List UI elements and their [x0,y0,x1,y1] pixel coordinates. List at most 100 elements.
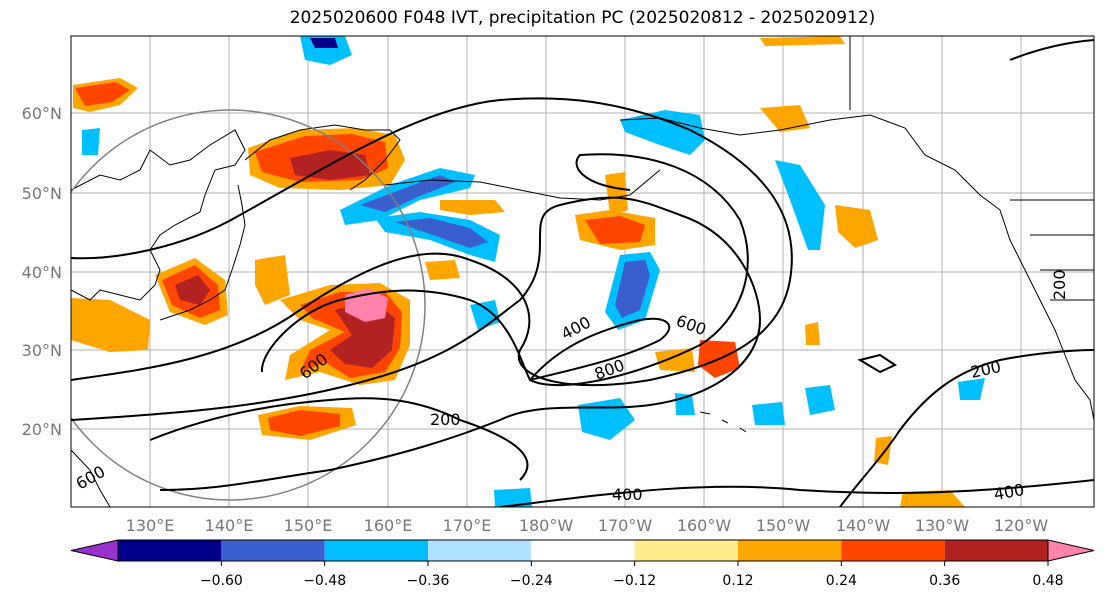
colorbar-segment [944,540,1048,561]
longitude-label: 170°E [443,516,492,535]
colorbar-extend-high [1047,539,1095,562]
longitude-label: 150°W [756,516,811,535]
precip-blob [75,82,130,106]
ivt-contour-400-outer [71,97,793,387]
precip-blob [470,300,500,330]
colorbar-tick-label: 0.48 [1032,573,1063,589]
precip-blob [655,348,695,372]
longitude-label: 130°W [915,516,970,535]
graticule [71,36,1094,507]
contour-label: 400 [558,312,594,343]
ivt-contour-east-400 [499,479,1094,507]
colorbar-segment [531,540,635,561]
coastline-aleutians [384,169,661,201]
precip-blob [360,175,455,212]
precip-blob [578,398,635,440]
contour-label: 800 [592,355,627,383]
longitude-label: 140°W [836,516,891,535]
coastlines [71,114,1094,507]
border-states [1030,234,1094,301]
precip-blob [605,172,628,215]
precip-blob [615,260,650,318]
longitude-label: 150°E [284,516,333,535]
contour-label: 600 [73,462,109,494]
precip-blob [255,255,290,305]
ivt-contour-small [857,353,898,374]
ivt-contour-800 [529,317,671,381]
colorbar-segment [221,540,325,561]
ivt-contour-arc [149,397,529,481]
coastline-hawaii [699,411,747,433]
latitude-label: 40°N [22,263,62,282]
contour-label: 200 [430,410,461,429]
precip-blob [620,110,705,155]
colorbar-tick-label: −0.60 [200,573,243,589]
coastline-alaska [619,114,1001,211]
precip-blob [175,275,210,305]
colorbar-tick-label: 0.36 [929,573,960,589]
ivt-contour-200 [71,196,762,491]
ivt-contours [71,39,1094,507]
contour-label: 200 [969,357,1003,382]
contour-label: 400 [612,485,643,504]
precip-blob [760,105,810,132]
colorbar-segment [324,540,428,561]
colorbar-segment [634,540,738,561]
colorbar-tick-label: −0.48 [303,573,346,589]
precip-blob [805,385,835,415]
borders [849,36,1094,301]
precip-blob [71,298,150,352]
precip-blob [494,488,532,507]
colorbar-extend-low [70,539,119,562]
latitude-label: 30°N [22,341,62,360]
precip-blob [835,205,878,248]
latitude-label: 50°N [22,184,62,203]
map-frame [70,35,1095,508]
colorbar-tick-label: 0.24 [826,573,857,589]
ivt-contour-east-200 [839,349,1094,507]
longitude-label: 170°W [598,516,653,535]
colorbar-tick-label: −0.12 [613,573,656,589]
latitude-label: 20°N [22,420,62,439]
longitude-label: 140°E [205,516,254,535]
longitude-labels: 130°E 140°E 150°E 160°E 170°E 180°W 170°W 160°W… [126,516,1049,535]
colorbar-segment [118,540,222,561]
longitude-label: 160°W [677,516,732,535]
colorbar-segment [841,540,945,561]
precip-blob [760,36,845,46]
precip-blob [395,218,488,248]
colorbar: −0.60 −0.48 −0.36 −0.24 −0.12 0.12 0.24 0.36 0.4… [70,539,1095,589]
coastline-japan [159,184,246,321]
ivt-contour-ne [1009,39,1094,61]
colorbar-segment [738,540,842,561]
coastline-philippines [71,449,111,507]
precip-shading [71,36,985,507]
longitude-label: 130°E [126,516,175,535]
map-title: 2025020600 F048 IVT, precipitation PC (2… [289,8,876,28]
latitude-labels: 60°N 50°N 40°N 30°N 20°N [22,104,62,439]
colorbar-tick-label: 0.12 [722,573,753,589]
colorbar-segment [428,540,532,561]
precip-blob [425,260,460,280]
precip-blob [310,38,338,48]
coastline-north-america [999,209,1094,421]
longitude-label: 160°E [364,516,413,535]
precip-blob [775,160,825,250]
precip-blob [82,128,100,155]
precip-blob [585,216,645,244]
precip-blob [440,200,505,215]
map-area: 200 400 600 800 400 600 200 400 200 600 [71,36,1094,507]
precip-blob [900,490,965,507]
contour-label: 200 [1050,269,1069,300]
colorbar-tick-label: −0.36 [407,573,450,589]
ivt-contour-600 [260,153,749,387]
coastline-kamchatka [244,124,401,191]
precip-blob [958,378,985,400]
precip-blob [268,410,340,436]
colorbar-tick-label: −0.24 [510,573,553,589]
precip-blob [752,402,785,425]
latitude-label: 60°N [22,104,62,123]
precip-blob [805,322,820,345]
coastline-asia [71,129,246,301]
